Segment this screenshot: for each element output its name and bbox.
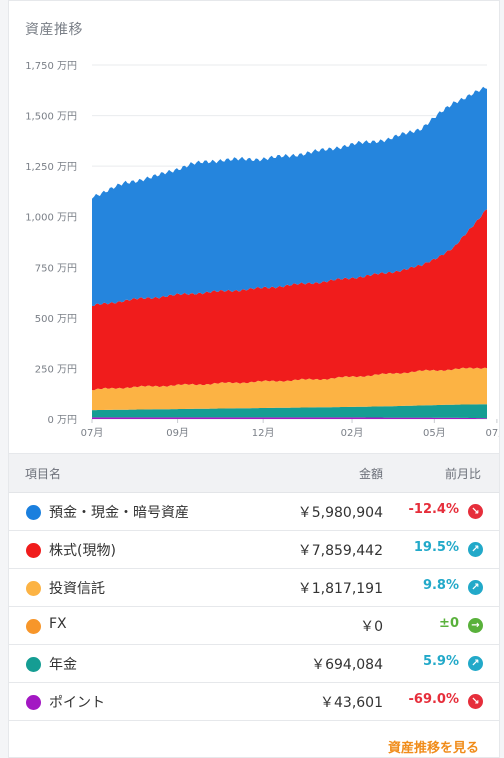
arrow-down-right-icon: ↘ <box>468 694 483 709</box>
table-row[interactable]: 年金 ￥694,084 5.9% ↗ <box>9 645 499 683</box>
row-change: 9.8% <box>422 578 459 593</box>
row-change: -12.4% <box>408 502 460 517</box>
category-color-dot <box>26 695 41 710</box>
row-name: 年金 <box>49 657 77 673</box>
area-series-0 <box>92 417 487 419</box>
row-name: 株式(現物) <box>49 543 116 559</box>
arrow-down-right-icon: ↘ <box>468 504 483 519</box>
x-tick-label: 02月 <box>341 427 364 439</box>
table-row[interactable]: ポイント ￥43,601 -69.0% ↘ <box>9 683 499 721</box>
row-change: ±0 <box>439 616 459 631</box>
row-amount: ￥694,084 <box>311 657 383 673</box>
y-tick-label: 750 万円 <box>35 263 77 274</box>
area-series-1 <box>92 404 487 419</box>
row-amount: ￥7,859,442 <box>297 543 383 559</box>
row-amount: ￥5,980,904 <box>297 505 383 521</box>
table-row[interactable]: FX ￥0 ±0 → <box>9 607 499 645</box>
asset-table: 項目名 金額 前月比 預金・現金・暗号資産 ￥5,980,904 -12.4% ↘ 株式… <box>9 453 499 721</box>
y-tick-label: 1,500 万円 <box>25 112 77 123</box>
header-amount: 金額 <box>358 467 383 481</box>
x-tick-label: 05月 <box>423 427 446 439</box>
x-tick-label: 07月 <box>81 427 104 439</box>
row-name: 投資信託 <box>49 581 105 597</box>
arrow-up-right-icon: ↗ <box>468 580 483 595</box>
table-row[interactable]: 預金・現金・暗号資産 ￥5,980,904 -12.4% ↘ <box>9 493 499 531</box>
y-tick-label: 1,750 万円 <box>25 61 77 72</box>
area-series-3 <box>92 367 487 411</box>
row-change: 19.5% <box>413 540 459 555</box>
row-amount: ￥0 <box>360 619 383 635</box>
header-name: 項目名 <box>25 467 62 481</box>
y-tick-label: 250 万円 <box>35 364 77 375</box>
header-change: 前月比 <box>444 467 481 481</box>
table-row[interactable]: 株式(現物) ￥7,859,442 19.5% ↗ <box>9 531 499 569</box>
category-color-dot <box>26 543 41 558</box>
row-name: 預金・現金・暗号資産 <box>49 505 189 521</box>
row-name: FX <box>49 616 67 632</box>
y-tick-label: 1,250 万円 <box>25 162 77 173</box>
x-tick-label: 07月 <box>486 427 500 439</box>
row-change: 5.9% <box>422 654 459 669</box>
table-header: 項目名 金額 前月比 <box>9 453 499 493</box>
row-amount: ￥1,817,191 <box>297 581 383 597</box>
y-tick-label: 500 万円 <box>35 314 77 325</box>
category-color-dot <box>26 619 41 634</box>
y-tick-label: 1,000 万円 <box>25 213 77 224</box>
arrow-up-right-icon: ↗ <box>468 542 483 557</box>
view-asset-trend-link[interactable]: 資産推移を見る <box>387 741 479 756</box>
y-tick-label: 0 万円 <box>47 415 77 426</box>
category-color-dot <box>26 581 41 596</box>
x-tick-label: 09月 <box>166 427 189 439</box>
asset-trend-card: 資産推移 1,750 万円 1,500 万円 1,250 万円 1,000 万円 750… <box>8 0 500 758</box>
area-series-4 <box>92 209 487 391</box>
table-row[interactable]: 投資信託 ￥1,817,191 9.8% ↗ <box>9 569 499 607</box>
area-series-5 <box>92 86 487 306</box>
category-color-dot <box>26 657 41 672</box>
arrow-right-icon: → <box>468 618 483 633</box>
category-color-dot <box>26 505 41 520</box>
card-title: 資産推移 <box>25 22 83 38</box>
row-amount: ￥43,601 <box>320 695 383 711</box>
row-name: ポイント <box>49 695 105 711</box>
row-change: -69.0% <box>408 692 460 707</box>
arrow-up-right-icon: ↗ <box>468 656 483 671</box>
x-tick-label: 12月 <box>252 427 275 439</box>
asset-area-chart: 1,750 万円 1,500 万円 1,250 万円 1,000 万円 750 万円 50… <box>25 61 500 439</box>
